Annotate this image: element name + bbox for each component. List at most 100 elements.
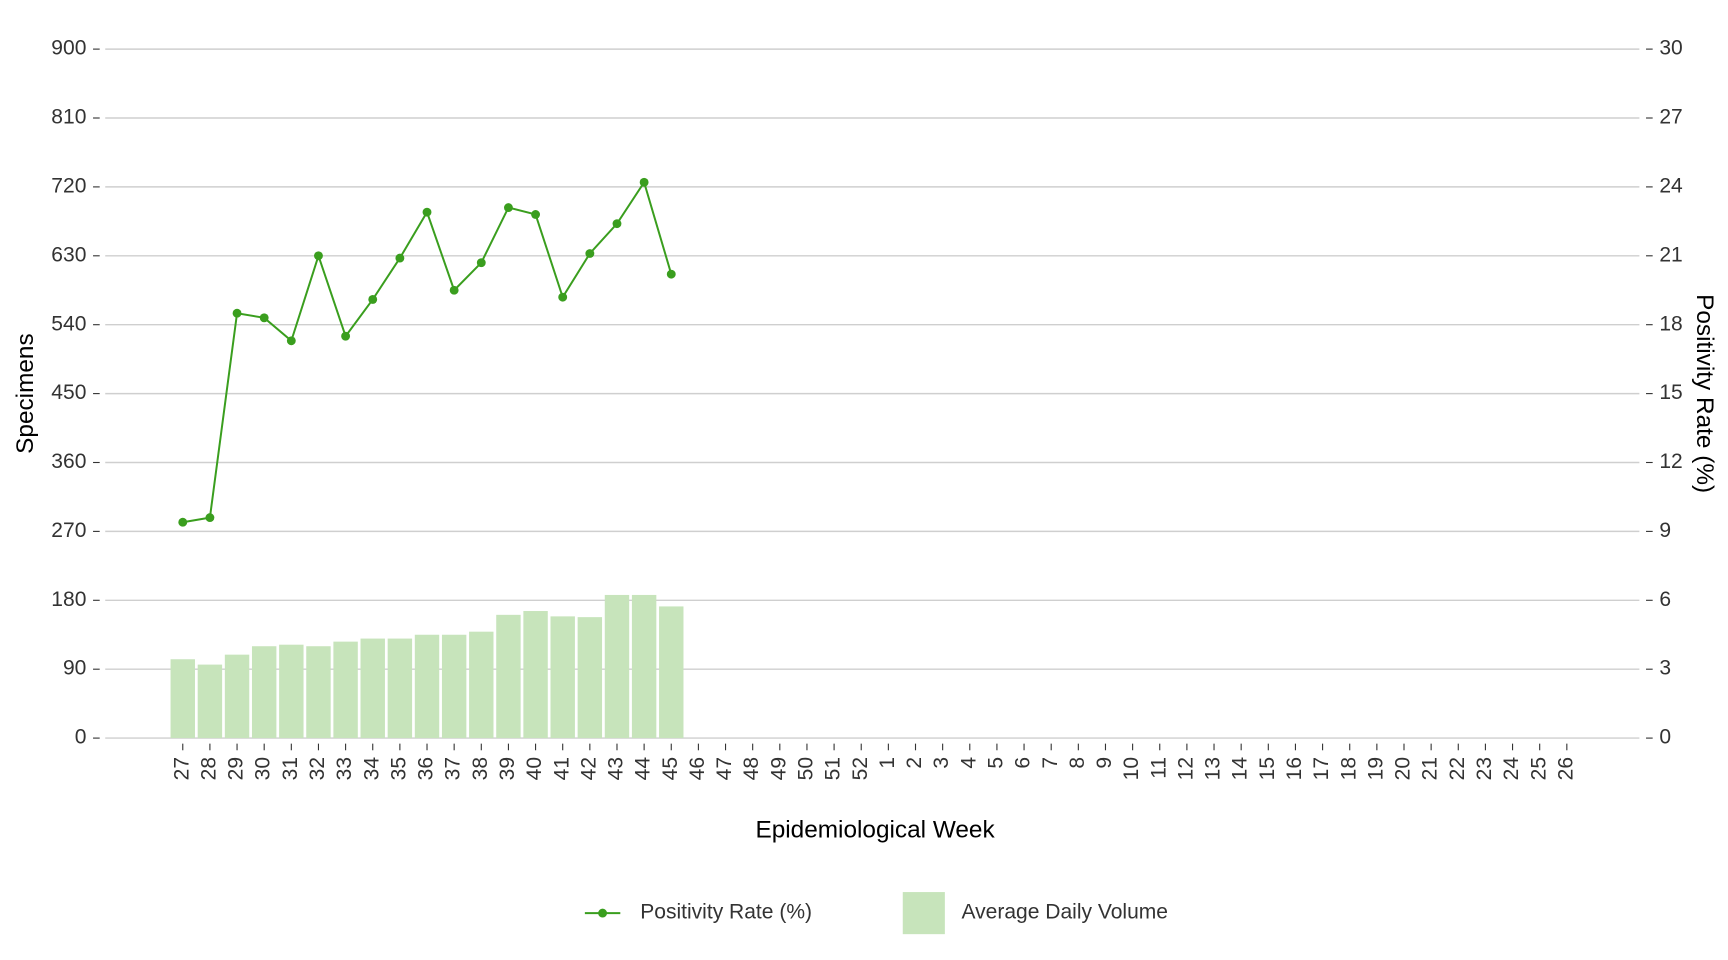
y2-tick-label: 12	[1659, 450, 1682, 473]
bar	[387, 638, 413, 739]
x-tick-label: 4	[957, 757, 980, 769]
point	[476, 258, 486, 268]
x-tick-label: 46	[686, 757, 709, 780]
x-tick-label: 48	[740, 757, 763, 780]
x-tick-label: 29	[225, 757, 248, 780]
y-tick-label: 180	[51, 588, 86, 611]
bar	[659, 606, 684, 739]
x-tick-label: 21	[1419, 757, 1442, 780]
y-tick-label: 630	[51, 243, 86, 266]
line	[182, 179, 673, 524]
legend-point	[598, 908, 608, 918]
x-tick-label: 49	[767, 757, 790, 780]
bar	[170, 659, 195, 739]
y2-tick-label: 3	[1659, 657, 1671, 680]
y-tick-label: 900	[51, 37, 86, 60]
x-tick-label: 23	[1473, 757, 1496, 780]
point	[395, 253, 405, 263]
x-tick-label: 14	[1229, 757, 1252, 781]
bar	[224, 654, 250, 739]
x-tick-label: 43	[605, 757, 628, 780]
x-tick-label: 25	[1527, 757, 1550, 780]
point	[422, 207, 432, 217]
y-tick-label: 540	[51, 312, 86, 335]
x-tick-label: 32	[306, 757, 329, 780]
x-tick-label: 50	[795, 757, 818, 780]
x-tick-label: 22	[1446, 757, 1469, 780]
y2-tick-label: 6	[1659, 588, 1671, 611]
x-tick-label: 45	[659, 757, 682, 780]
x-tick-label: 19	[1364, 757, 1387, 780]
point	[558, 292, 568, 302]
point	[531, 210, 540, 219]
x-tick-label: 1	[876, 757, 899, 769]
y2-tick-label: 18	[1659, 312, 1682, 335]
x-tick-label: 31	[279, 757, 302, 780]
x-tick-label: 15	[1256, 757, 1279, 780]
point	[612, 219, 622, 229]
point	[449, 285, 459, 295]
point	[504, 203, 513, 213]
bar	[523, 611, 548, 739]
x-tick-label: 13	[1202, 757, 1225, 780]
y2-tick-label: 24	[1659, 174, 1683, 197]
x-tick-label: 34	[360, 757, 383, 781]
x-tick-label: 38	[469, 757, 492, 780]
y2-tick-label: 21	[1659, 243, 1682, 266]
x-tick-label: 27	[170, 757, 193, 780]
bar	[550, 616, 575, 739]
point	[314, 251, 323, 261]
y-tick-label: 0	[75, 726, 87, 749]
bar	[251, 646, 277, 739]
bar	[469, 631, 494, 739]
x-axis-title: Epidemiological Week	[755, 817, 995, 844]
point	[178, 517, 188, 527]
x-tick-label: 47	[713, 757, 736, 780]
point	[368, 295, 378, 304]
x-tick-label: 44	[632, 757, 655, 781]
bar	[360, 638, 385, 739]
x-tick-label: 20	[1392, 757, 1415, 780]
x-tick-label: 7	[1039, 757, 1062, 769]
x-tick-label: 3	[930, 757, 953, 769]
x-tick-label: 28	[197, 757, 220, 780]
x-tick-label: 36	[415, 757, 438, 780]
x-tick-label: 17	[1310, 757, 1333, 780]
point	[585, 249, 595, 258]
point	[666, 269, 676, 279]
x-tick-label: 51	[822, 757, 845, 780]
y2-axis-title: Positivity Rate (%)	[1691, 294, 1718, 493]
x-tick-label: 12	[1174, 757, 1197, 780]
point	[639, 177, 649, 187]
x-tick-label: 10	[1120, 757, 1143, 780]
x-tick-label: 30	[252, 757, 275, 780]
y-tick-label: 720	[51, 174, 86, 197]
x-tick-label: 41	[550, 757, 573, 780]
bar	[333, 641, 358, 739]
x-tick-label: 24	[1500, 757, 1523, 781]
y2-tick-label: 9	[1659, 519, 1671, 542]
x-tick-label: 26	[1554, 757, 1577, 780]
y-tick-label: 270	[51, 519, 86, 542]
bar	[279, 644, 304, 739]
y-axis-title: Specimens	[12, 333, 39, 454]
point	[205, 513, 215, 523]
x-tick-label: 18	[1337, 757, 1360, 780]
x-tick-label: 9	[1093, 757, 1116, 769]
bar	[414, 634, 440, 739]
x-tick-label: 52	[849, 757, 872, 780]
bar	[604, 594, 630, 739]
x-tick-label: 42	[577, 757, 600, 780]
legend-label: Positivity Rate (%)	[640, 901, 812, 924]
x-tick-label: 39	[496, 757, 519, 780]
x-tick-label: 8	[1066, 757, 1089, 769]
bar	[577, 617, 603, 739]
y-tick-label: 360	[51, 450, 86, 473]
y-tick-label: 450	[51, 381, 86, 404]
x-tick-label: 6	[1012, 757, 1035, 769]
x-tick-label: 5	[984, 757, 1007, 769]
x-tick-label: 11	[1147, 757, 1170, 779]
y-tick-label: 810	[51, 106, 86, 129]
bar	[496, 614, 521, 739]
